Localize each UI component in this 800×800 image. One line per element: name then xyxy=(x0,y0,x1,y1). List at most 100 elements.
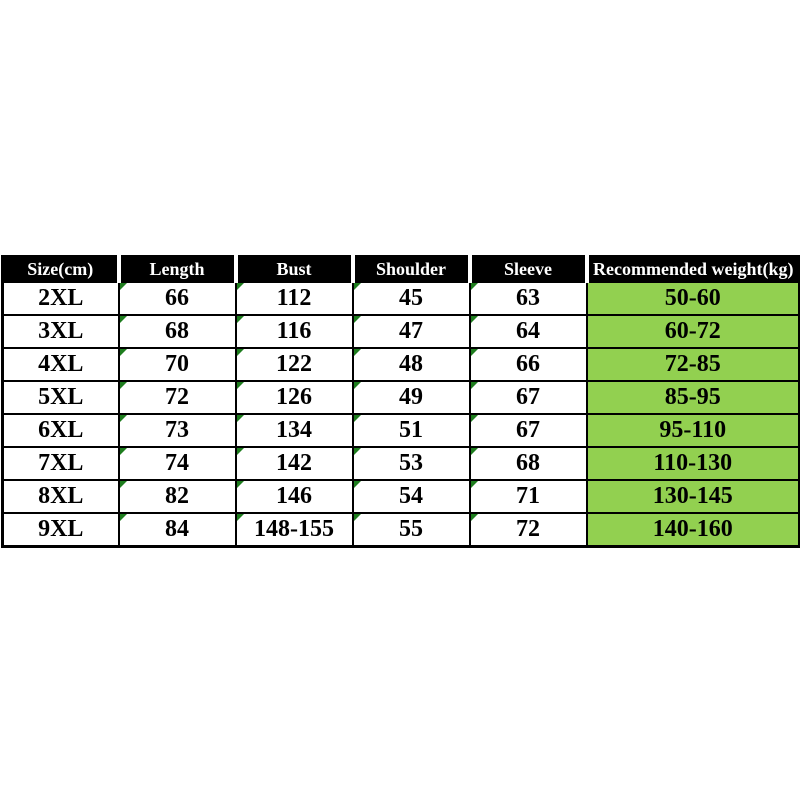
cell-sleeve: 72 xyxy=(468,512,588,548)
cell-value: 51 xyxy=(399,417,423,443)
table-row: 3XL 68 116 47 64 60-72 xyxy=(1,314,800,349)
green-corner-icon xyxy=(470,448,478,455)
cell-sleeve: 64 xyxy=(468,314,588,349)
green-corner-icon xyxy=(470,481,478,488)
cell-value: 63 xyxy=(516,285,540,311)
green-corner-icon xyxy=(353,481,361,488)
green-corner-icon xyxy=(119,283,127,290)
cell-value: 122 xyxy=(276,351,312,377)
cell-shoulder: 51 xyxy=(351,413,471,448)
cell-length: 72 xyxy=(117,380,237,415)
cell-value: 72 xyxy=(516,516,540,542)
green-corner-icon xyxy=(236,283,244,290)
cell-length: 73 xyxy=(117,413,237,448)
cell-size: 7XL xyxy=(1,446,120,481)
green-corner-icon xyxy=(236,514,244,521)
cell-value: 74 xyxy=(165,450,189,476)
cell-value: 47 xyxy=(399,318,423,344)
cell-recommended-weight: 85-95 xyxy=(585,380,800,415)
green-corner-icon xyxy=(236,448,244,455)
cell-shoulder: 45 xyxy=(351,281,471,316)
cell-value: 146 xyxy=(276,483,312,509)
cell-shoulder: 55 xyxy=(351,512,471,548)
green-corner-icon xyxy=(236,349,244,356)
table-row: 8XL 82 146 54 71 130-145 xyxy=(1,479,800,514)
green-corner-icon xyxy=(353,448,361,455)
green-corner-icon xyxy=(119,514,127,521)
cell-recommended-weight: 95-110 xyxy=(585,413,800,448)
cell-shoulder: 53 xyxy=(351,446,471,481)
col-header-shoulder: Shoulder xyxy=(352,256,472,282)
green-corner-icon xyxy=(353,514,361,521)
table-row: 7XL 74 142 53 68 110-130 xyxy=(1,446,800,481)
cell-size: 3XL xyxy=(1,314,120,349)
cell-size: 2XL xyxy=(1,281,120,316)
cell-size: 6XL xyxy=(1,413,120,448)
cell-value: 48 xyxy=(399,351,423,377)
cell-size: 4XL xyxy=(1,347,120,382)
cell-shoulder: 49 xyxy=(351,380,471,415)
cell-size: 5XL xyxy=(1,380,120,415)
cell-bust: 112 xyxy=(234,281,354,316)
cell-value: 49 xyxy=(399,384,423,410)
cell-sleeve: 67 xyxy=(468,413,588,448)
col-header-sleeve: Sleeve xyxy=(469,256,589,282)
cell-bust: 146 xyxy=(234,479,354,514)
cell-sleeve: 67 xyxy=(468,380,588,415)
size-table: Size(cm) Length Bust Shoulder Sleeve Rec… xyxy=(1,255,800,548)
cell-value: 71 xyxy=(516,483,540,509)
cell-recommended-weight: 50-60 xyxy=(585,281,800,316)
cell-length: 70 xyxy=(117,347,237,382)
cell-shoulder: 47 xyxy=(351,314,471,349)
green-corner-icon xyxy=(470,382,478,389)
cell-recommended-weight: 140-160 xyxy=(585,512,800,548)
cell-recommended-weight: 130-145 xyxy=(585,479,800,514)
cell-value: 82 xyxy=(165,483,189,509)
table-row: 5XL 72 126 49 67 85-95 xyxy=(1,380,800,415)
cell-value: 116 xyxy=(276,318,312,344)
green-corner-icon xyxy=(470,514,478,521)
table-row: 2XL 66 112 45 63 50-60 xyxy=(1,281,800,316)
green-corner-icon xyxy=(119,382,127,389)
cell-length: 68 xyxy=(117,314,237,349)
cell-value: 148-155 xyxy=(254,516,334,542)
cell-bust: 142 xyxy=(234,446,354,481)
green-corner-icon xyxy=(470,349,478,356)
cell-length: 66 xyxy=(117,281,237,316)
cell-value: 73 xyxy=(165,417,189,443)
col-header-recommended-weight: Recommended weight(kg) xyxy=(586,256,800,282)
green-corner-icon xyxy=(236,481,244,488)
cell-value: 45 xyxy=(399,285,423,311)
cell-length: 74 xyxy=(117,446,237,481)
col-header-length: Length xyxy=(118,256,238,282)
cell-value: 54 xyxy=(399,483,423,509)
green-corner-icon xyxy=(353,283,361,290)
cell-value: 112 xyxy=(276,285,312,311)
col-header-size: Size(cm) xyxy=(2,256,121,282)
cell-value: 134 xyxy=(276,417,312,443)
cell-value: 64 xyxy=(516,318,540,344)
green-corner-icon xyxy=(119,349,127,356)
cell-shoulder: 54 xyxy=(351,479,471,514)
green-corner-icon xyxy=(119,481,127,488)
cell-bust: 134 xyxy=(234,413,354,448)
green-corner-icon xyxy=(353,316,361,323)
col-header-bust: Bust xyxy=(235,256,355,282)
cell-size: 9XL xyxy=(1,512,120,548)
cell-recommended-weight: 72-85 xyxy=(585,347,800,382)
green-corner-icon xyxy=(236,316,244,323)
green-corner-icon xyxy=(470,283,478,290)
cell-shoulder: 48 xyxy=(351,347,471,382)
cell-value: 142 xyxy=(276,450,312,476)
cell-sleeve: 63 xyxy=(468,281,588,316)
cell-bust: 116 xyxy=(234,314,354,349)
green-corner-icon xyxy=(119,415,127,422)
green-corner-icon xyxy=(236,382,244,389)
green-corner-icon xyxy=(119,448,127,455)
green-corner-icon xyxy=(353,382,361,389)
cell-value: 68 xyxy=(165,318,189,344)
cell-length: 84 xyxy=(117,512,237,548)
table-row: 6XL 73 134 51 67 95-110 xyxy=(1,413,800,448)
cell-value: 53 xyxy=(399,450,423,476)
